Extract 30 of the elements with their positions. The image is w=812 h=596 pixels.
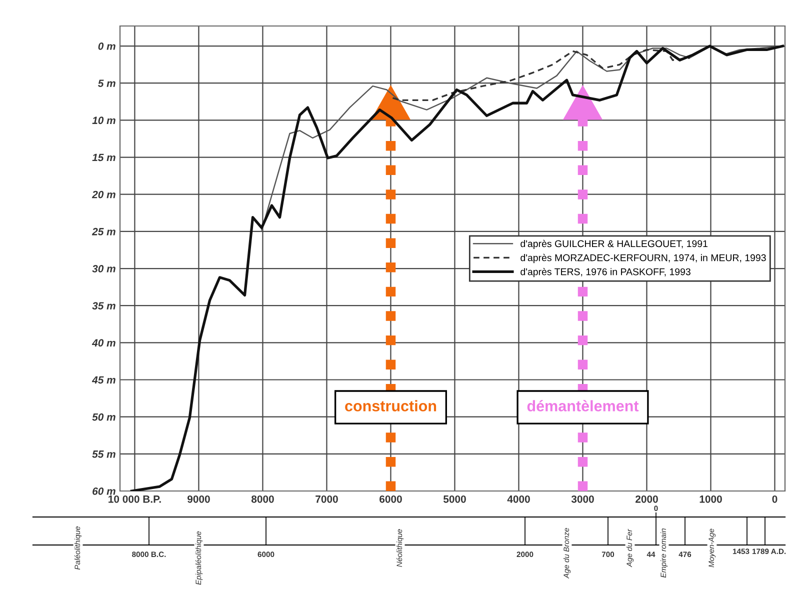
y-tick-label: 50 m [92, 413, 116, 421]
y-tick-label: 10 m [92, 116, 116, 124]
x-tick-label: 5000 [443, 495, 466, 503]
x-tick-label: 1000 [700, 495, 722, 503]
x-tick-label: 7000 [316, 495, 338, 503]
x-tick-label: 0 [772, 495, 778, 503]
y-tick-label: 55 m [92, 450, 116, 458]
y-tick-label: 40 m [92, 339, 116, 347]
x-tick-label: 6000 [380, 495, 402, 503]
legend-label: d'après MORZADEC-KERFOURN, 1974, in MEUR, 1993 [520, 254, 766, 264]
y-tick-label: 5 m [98, 80, 116, 87]
legend-label: d'après TERS, 1976 in PASKOFF, 1993 [520, 268, 690, 278]
x-tick-label: 2000 [636, 495, 658, 503]
x-tick-label: 4000 [507, 495, 530, 503]
ref-line-label: démantèlement [527, 400, 639, 412]
y-tick-label: 35 m [92, 302, 116, 310]
y-tick-label: 30 m [92, 265, 116, 272]
y-tick-label: 45 m [92, 376, 116, 384]
x-tick-label: 10 000 B.P. [108, 495, 161, 503]
line-series [130, 44, 784, 491]
y-tick-label: 20 m [92, 190, 116, 198]
x-tick-label: 3000 [571, 495, 594, 503]
x-tick-label: 8000 [251, 495, 274, 503]
y-tick-label: 60 m [92, 488, 116, 495]
y-tick-label: 25 m [92, 228, 116, 236]
y-tick-label: 0 m [98, 42, 116, 50]
legend-label: d'après GUILCHER & HALLEGOUET, 1991 [520, 240, 708, 250]
ref-line-label: construction [345, 400, 436, 412]
y-tick-label: 15 m [92, 154, 116, 162]
x-tick-label: 9000 [188, 495, 210, 503]
